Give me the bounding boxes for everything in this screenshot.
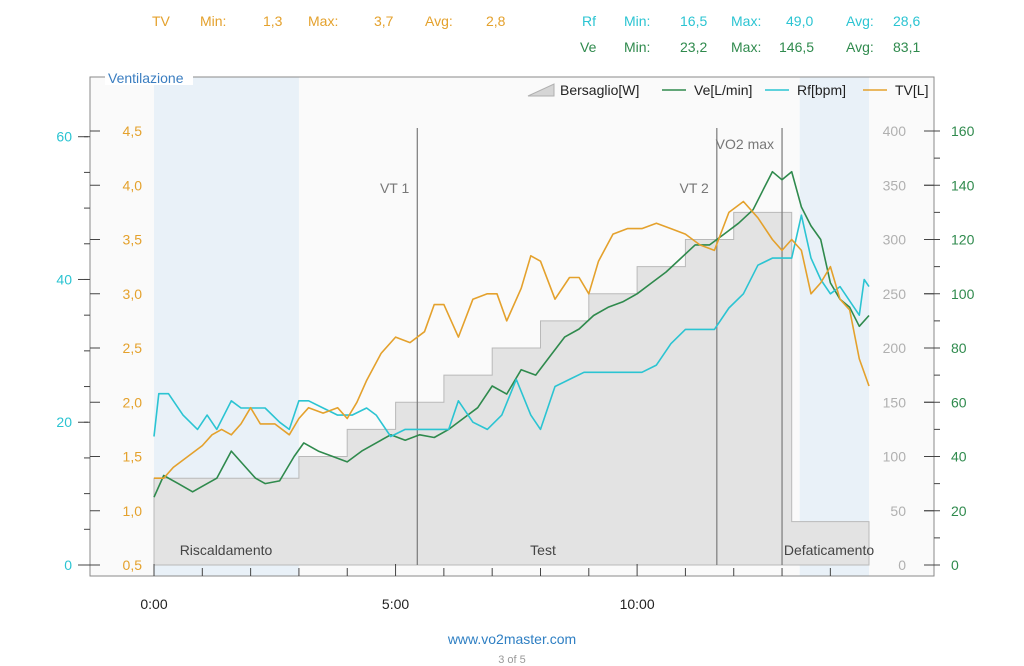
- series-line-tv-l-: [154, 200, 870, 480]
- title-bg: [105, 69, 193, 85]
- marker-label-2: VO2 max: [716, 136, 774, 152]
- watt_right-tick-label-1: 50: [890, 503, 906, 519]
- rf-avg-label: Avg:: [846, 13, 874, 29]
- watt_right-tick-label-2: 100: [883, 449, 907, 465]
- ve_right-tick-label-3: 60: [951, 394, 967, 410]
- rf-label: Rf: [582, 13, 596, 29]
- watt_right-tick-label-4: 200: [883, 340, 907, 356]
- x-tick-label-0: 0:00: [140, 596, 167, 612]
- watt_right-tick-label-6: 300: [883, 232, 907, 248]
- plot-frame: [89, 76, 935, 577]
- ve-max-value: 146,5: [779, 39, 815, 55]
- tv-avg-label: Avg:: [425, 13, 453, 29]
- phase-label-0: Riscaldamento: [180, 542, 273, 558]
- series-line-ve-l-min-: [153, 170, 870, 498]
- ve-min-value: 23,2: [680, 39, 708, 55]
- legend-label-2: Rf[bpm]: [797, 82, 846, 98]
- phase-label-1: Test: [530, 542, 556, 558]
- tv_left-tick-label-6: 3,5: [123, 232, 143, 248]
- tv_left-tick-label-1: 1,0: [123, 503, 143, 519]
- watt_right-tick-label-0: 0: [898, 557, 906, 573]
- tv-max-value: 3,7: [374, 13, 394, 29]
- tv_left-tick-label-4: 2,5: [123, 340, 143, 356]
- watt_right-tick-label-5: 250: [883, 286, 907, 302]
- rf_left-tick-label-2: 40: [56, 271, 72, 287]
- rf-avg-value: 28,6: [893, 13, 921, 29]
- ve_right-tick-label-1: 20: [951, 503, 967, 519]
- tv_left-tick-label-7: 4,0: [123, 177, 143, 193]
- x-tick-label-2: 10:00: [620, 596, 655, 612]
- ve_right-tick-label-5: 100: [951, 286, 975, 302]
- tv_left-tick-label-2: 1,5: [123, 449, 143, 465]
- ve-avg-label: Avg:: [846, 39, 874, 55]
- rf_left-tick-label-0: 0: [64, 557, 72, 573]
- tv-label: TV: [152, 13, 170, 29]
- tv-min-value: 1,3: [263, 13, 283, 29]
- x-tick-label-1: 5:00: [382, 596, 409, 612]
- ve_right-tick-label-4: 80: [951, 340, 967, 356]
- legend-label-1: Ve[L/min]: [694, 82, 752, 98]
- watt_right-tick-label-7: 350: [883, 177, 907, 193]
- ve-avg-value: 83,1: [893, 39, 921, 55]
- ve-max-label: Max:: [731, 39, 762, 55]
- legend-swatch-target: [527, 83, 555, 97]
- rf-max-value: 49,0: [786, 13, 814, 29]
- ve_right-tick-label-6: 120: [951, 232, 975, 248]
- page-number: 3 of 5: [498, 654, 526, 666]
- ve_right-tick-label-2: 40: [951, 449, 967, 465]
- ve-label: Ve: [580, 39, 597, 55]
- watt_right-tick-label-8: 400: [883, 123, 907, 139]
- target-watts-area: [153, 211, 870, 566]
- marker-label-0: VT 1: [380, 180, 410, 196]
- footer-website-link[interactable]: www.vo2master.com: [447, 631, 577, 647]
- legend-label-0: Bersaglio[W]: [560, 82, 639, 98]
- ve-min-label: Min:: [624, 39, 651, 55]
- rf_left-tick-label-1: 20: [56, 414, 72, 430]
- rf_left-tick-label-3: 60: [56, 129, 72, 145]
- tv-max-label: Max:: [308, 13, 339, 29]
- tv_left-tick-label-8: 4,5: [123, 123, 143, 139]
- cooldown-band: [799, 77, 869, 576]
- rf-min-value: 16,5: [680, 13, 708, 29]
- rf-max-label: Max:: [731, 13, 762, 29]
- tv-avg-value: 2,8: [486, 13, 506, 29]
- chart-title: Ventilazione: [108, 70, 184, 86]
- tv_left-tick-label-3: 2,0: [123, 394, 143, 410]
- ve_right-tick-label-0: 0: [951, 557, 959, 573]
- series-line-rf-bpm-: [153, 214, 870, 438]
- marker-label-1: VT 2: [680, 180, 710, 196]
- rf-min-label: Min:: [624, 13, 651, 29]
- watt_right-tick-label-3: 150: [883, 394, 907, 410]
- tv-min-label: Min:: [200, 13, 227, 29]
- tv_left-tick-label-0: 0,5: [123, 557, 143, 573]
- phase-label-2: Defaticamento: [784, 542, 874, 558]
- ve_right-tick-label-8: 160: [951, 123, 975, 139]
- legend-label-3: TV[L]: [895, 82, 928, 98]
- tv_left-tick-label-5: 3,0: [123, 286, 143, 302]
- ve_right-tick-label-7: 140: [951, 177, 975, 193]
